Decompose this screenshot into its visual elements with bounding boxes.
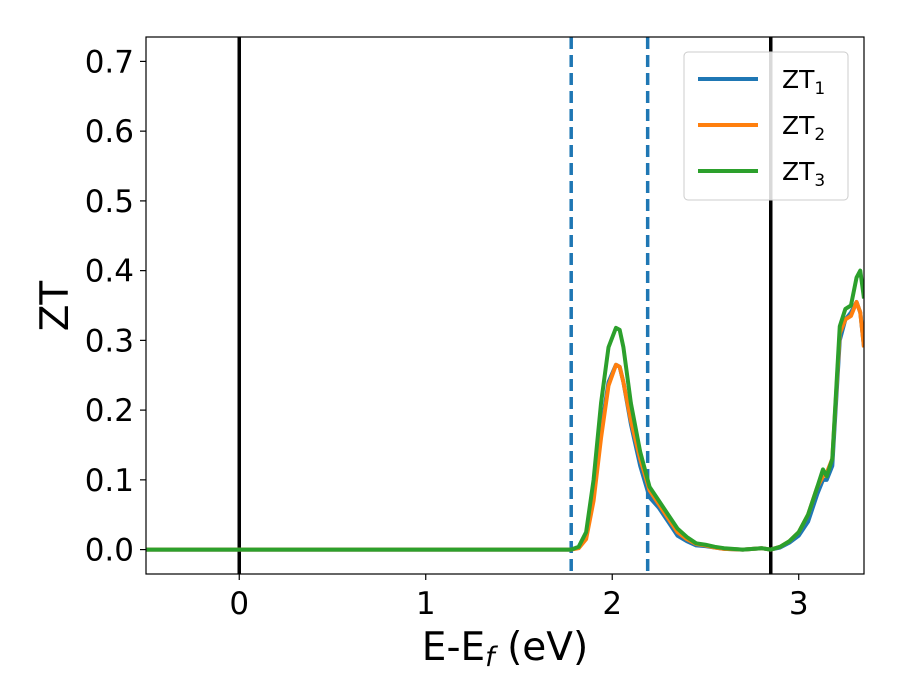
y-tick-label-2: 0.2 bbox=[85, 393, 134, 429]
x-tick-label-0: 0 bbox=[229, 586, 249, 622]
plot-frame bbox=[145, 36, 865, 575]
series-line-1 bbox=[146, 300, 864, 552]
y-tick-label-5: 0.5 bbox=[85, 184, 134, 220]
series-line-2 bbox=[146, 300, 864, 552]
legend-box bbox=[683, 51, 849, 201]
y-tick-label-1: 0.1 bbox=[85, 463, 134, 499]
legend-label-1: ZT1 bbox=[782, 65, 825, 99]
legend: ZT1 ZT2 ZT3 bbox=[683, 51, 849, 201]
x-tick-label-2: 2 bbox=[602, 586, 622, 622]
y-tick-label-0: 0.0 bbox=[85, 533, 134, 569]
x-axis-label: E-Ef (eV) bbox=[422, 625, 588, 673]
y-axis-label: ZT bbox=[33, 281, 78, 332]
legend-label-2: ZT2 bbox=[782, 111, 825, 145]
y-tick-label-3: 0.3 bbox=[85, 323, 134, 359]
legend-label-3: ZT3 bbox=[782, 157, 825, 191]
y-tick-label-7: 0.7 bbox=[85, 44, 134, 80]
series-line-3 bbox=[146, 268, 864, 552]
y-tick-label-4: 0.4 bbox=[85, 254, 134, 290]
y-tick-label-6: 0.6 bbox=[85, 114, 134, 150]
x-tick-label-1: 1 bbox=[416, 586, 436, 622]
x-tick-label-3: 3 bbox=[789, 586, 809, 622]
